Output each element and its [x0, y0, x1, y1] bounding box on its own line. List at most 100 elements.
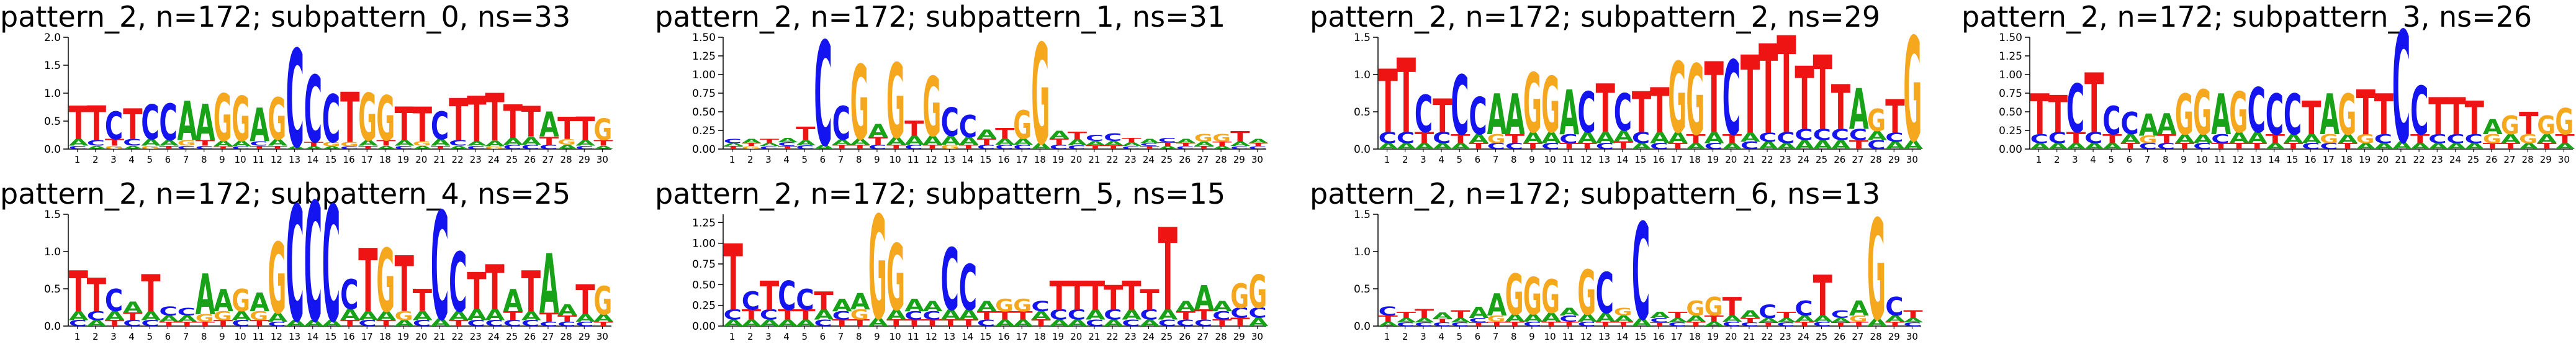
- svg-text:C: C: [2084, 129, 2102, 147]
- svg-text:C: C: [724, 307, 742, 323]
- svg-text:T: T: [1813, 263, 1832, 329]
- letter-A: A: [1577, 130, 1598, 147]
- letter-A: A: [1705, 320, 1725, 328]
- letter-T: T: [1194, 307, 1214, 323]
- letter-T: T: [2066, 129, 2086, 147]
- letter-T: T: [340, 319, 359, 328]
- svg-text:C: C: [1777, 129, 1795, 147]
- letter-T: T: [1795, 320, 1814, 328]
- svg-text:A: A: [742, 318, 762, 329]
- x-tick-label: 9: [874, 331, 880, 342]
- x-tick-label: 19: [2359, 154, 2371, 165]
- x-tick-label: 24: [1143, 154, 1155, 165]
- svg-text:A: A: [1614, 314, 1634, 324]
- letter-C: C: [1415, 85, 1433, 144]
- letter-A: A: [539, 237, 559, 332]
- svg-text:A: A: [2030, 142, 2050, 151]
- svg-text:T: T: [1686, 132, 1705, 147]
- x-tick-label: 30: [2558, 154, 2570, 165]
- svg-text:A: A: [1559, 78, 1579, 149]
- svg-text:A: A: [2302, 132, 2322, 146]
- letter-C: C: [340, 271, 358, 319]
- svg-text:T: T: [1158, 205, 1178, 337]
- x-tick-label: 7: [1493, 331, 1499, 342]
- letter-G: G: [2519, 132, 2538, 146]
- letter-C: C: [1230, 145, 1248, 150]
- svg-text:C: C: [1469, 88, 1487, 147]
- letter-T: T: [395, 240, 414, 329]
- letter-A: A: [1068, 318, 1088, 329]
- x-tick-label: 3: [1420, 154, 1426, 165]
- x-tick-label: 4: [2090, 154, 2096, 165]
- letter-A: A: [593, 145, 613, 150]
- letter-G: G: [376, 231, 395, 332]
- letter-A: A: [1140, 138, 1160, 145]
- svg-text:C: C: [1831, 126, 1849, 144]
- letter-G: G: [1523, 266, 1542, 326]
- svg-text:T: T: [304, 140, 324, 148]
- letter-C: C: [250, 140, 268, 147]
- svg-text:A: A: [1068, 318, 1088, 329]
- letter-C: C: [485, 319, 503, 328]
- svg-text:T: T: [1140, 145, 1160, 150]
- x-tick-label: 10: [2196, 154, 2208, 165]
- svg-text:T: T: [904, 117, 924, 141]
- x-tick-label: 25: [506, 154, 518, 165]
- svg-text:T: T: [1903, 309, 1923, 320]
- svg-text:A: A: [2084, 142, 2104, 151]
- svg-text:A: A: [503, 136, 523, 147]
- letter-T: T: [1122, 137, 1142, 144]
- svg-text:C: C: [1248, 145, 1266, 150]
- svg-text:T: T: [1885, 320, 1905, 328]
- svg-text:C: C: [1013, 143, 1031, 151]
- letter-A: A: [521, 309, 541, 323]
- svg-text:A: A: [959, 307, 979, 323]
- svg-text:C: C: [1397, 129, 1415, 147]
- letter-G: G: [322, 141, 341, 148]
- letter-G: G: [1505, 263, 1524, 328]
- svg-text:A: A: [1885, 140, 1906, 152]
- svg-text:G: G: [1705, 293, 1723, 322]
- svg-text:T: T: [105, 137, 125, 148]
- letter-G: G: [593, 113, 612, 147]
- letter-A: A: [868, 315, 888, 329]
- svg-text:C: C: [832, 309, 850, 322]
- x-tick-label: 6: [1475, 154, 1481, 165]
- svg-text:C: C: [575, 320, 593, 328]
- letter-C: C: [2084, 129, 2102, 147]
- x-tick-label: 10: [889, 331, 901, 342]
- letter-C: C: [105, 283, 123, 319]
- x-tick-label: 22: [452, 331, 464, 342]
- svg-text:C: C: [196, 145, 214, 150]
- svg-text:A: A: [1831, 138, 1851, 152]
- svg-text:T: T: [886, 143, 906, 151]
- letter-C: C: [778, 273, 796, 319]
- x-tick-label: 3: [1420, 331, 1426, 342]
- svg-text:C: C: [1415, 321, 1433, 327]
- letter-C: C: [814, 12, 832, 179]
- x-tick-label: 26: [2485, 154, 2497, 165]
- svg-text:C: C: [1140, 307, 1158, 323]
- letter-C: C: [1885, 292, 1903, 322]
- y-tick-label: 0.0: [1354, 143, 1371, 156]
- letter-T: T: [2410, 132, 2430, 147]
- x-tick-label: 29: [579, 154, 590, 165]
- svg-text:G: G: [2555, 101, 2574, 143]
- x-tick-label: 2: [1402, 331, 1408, 342]
- svg-text:T: T: [1650, 321, 1670, 327]
- x-tick-label: 3: [765, 154, 772, 165]
- letter-T: T: [485, 253, 505, 324]
- letter-T: T: [1849, 138, 1868, 152]
- letter-C: C: [2248, 75, 2266, 147]
- svg-text:T: T: [1759, 19, 1778, 161]
- x-tick-label: 6: [165, 154, 171, 165]
- letter-C: C: [1523, 320, 1541, 328]
- svg-text:T: T: [1668, 311, 1687, 320]
- svg-text:T: T: [467, 83, 487, 156]
- svg-text:T: T: [376, 138, 395, 147]
- x-tick-label: 8: [201, 331, 207, 342]
- letter-C: C: [1885, 130, 1903, 145]
- letter-A: A: [1140, 318, 1160, 329]
- svg-text:T: T: [467, 261, 487, 321]
- svg-text:A: A: [2374, 142, 2394, 151]
